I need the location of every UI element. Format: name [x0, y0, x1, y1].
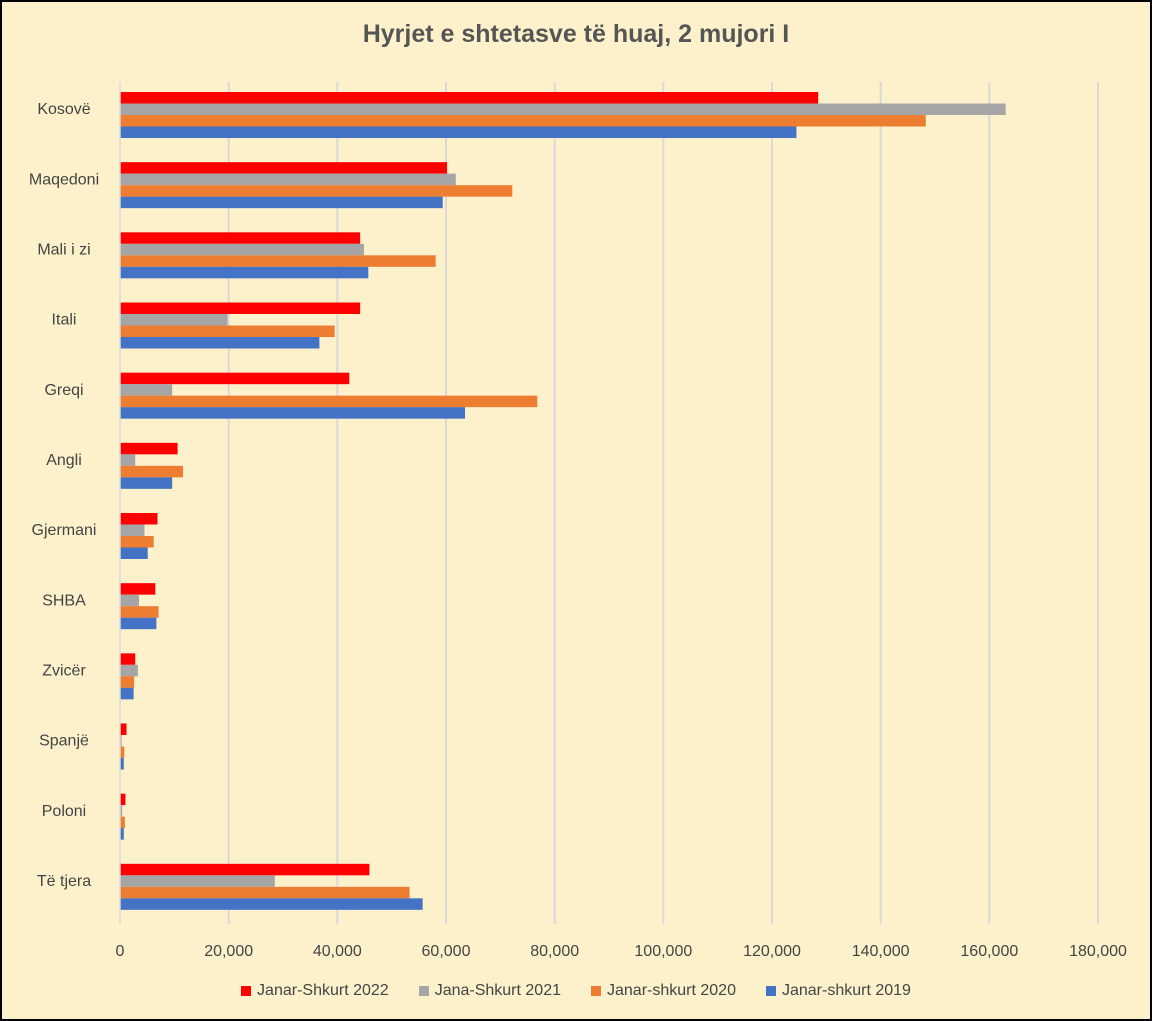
bar — [120, 185, 513, 197]
bar — [120, 606, 159, 618]
legend-swatch — [418, 986, 429, 996]
legend-item: Janar-shkurt 2020 — [591, 982, 736, 1000]
bar — [120, 465, 184, 478]
x-tick-label: 140,000 — [852, 943, 910, 960]
category-label: Gjermani — [32, 522, 97, 539]
bar — [120, 735, 122, 747]
legend-label: Jana-Shkurt 2021 — [434, 982, 561, 999]
bar — [120, 442, 178, 455]
bar — [120, 243, 364, 256]
category-label: Maqedoni — [29, 171, 99, 188]
x-tick-label: 120,000 — [743, 943, 801, 960]
bar — [120, 875, 275, 887]
bar — [120, 863, 370, 876]
x-tick-label: 20,000 — [204, 943, 253, 960]
bar — [120, 793, 126, 806]
bar — [120, 395, 538, 408]
legend-swatch — [241, 986, 252, 996]
bar — [120, 664, 138, 677]
category-label: Kosovë — [37, 101, 90, 118]
bar — [120, 886, 410, 899]
bar — [120, 337, 320, 349]
bar — [120, 746, 125, 758]
bar — [120, 536, 154, 548]
bar — [120, 384, 173, 396]
bar — [120, 407, 466, 419]
bar — [120, 454, 136, 466]
bar — [120, 676, 135, 688]
x-tick-label: 160,000 — [960, 943, 1018, 960]
category-label: Greqi — [44, 382, 83, 399]
bar — [120, 828, 124, 840]
bar — [120, 92, 819, 104]
bar — [120, 115, 926, 127]
x-tick-label: 180,000 — [1069, 943, 1127, 960]
bar — [120, 302, 361, 314]
bar — [120, 547, 148, 559]
x-tick-label: 40,000 — [313, 943, 362, 960]
bar — [120, 617, 157, 630]
x-tick-label: 100,000 — [634, 943, 692, 960]
bar — [120, 372, 350, 385]
bar — [120, 653, 136, 665]
bar — [120, 325, 335, 337]
category-label: Spanjë — [39, 733, 89, 750]
category-label: Mali i zi — [37, 241, 90, 258]
category-label: Poloni — [42, 803, 86, 820]
bar — [120, 266, 369, 279]
bar — [120, 805, 123, 817]
bar — [120, 162, 448, 174]
bar — [120, 103, 1006, 115]
chart-title: Hyrjet e shtetasve të huaj, 2 mujori I — [362, 20, 790, 48]
legend-label: Janar-Shkurt 2022 — [257, 982, 389, 999]
category-label: SHBA — [42, 592, 86, 609]
x-tick-label: 60,000 — [422, 943, 471, 960]
chart-legend: Janar-Shkurt 2022 Jana-Shkurt 2021 Janar-s… — [2, 982, 1150, 1000]
legend-item: Janar-Shkurt 2022 — [241, 982, 389, 1000]
bar — [120, 758, 124, 770]
bar — [120, 196, 443, 209]
category-label: Të tjera — [37, 873, 91, 890]
bar — [120, 513, 158, 525]
category-label: Itali — [52, 312, 77, 329]
bar — [120, 314, 228, 326]
legend-label: Janar-shkurt 2019 — [781, 982, 911, 999]
x-tick-label: 0 — [116, 943, 125, 960]
legend-swatch — [765, 986, 776, 996]
bar — [120, 255, 436, 267]
category-label: Zvicër — [42, 662, 86, 679]
bar — [120, 583, 156, 595]
legend-swatch — [591, 986, 601, 996]
bar — [120, 687, 134, 700]
legend-item: Jana-Shkurt 2021 — [418, 982, 561, 1000]
bar — [120, 723, 127, 735]
category-label: Angli — [46, 452, 82, 469]
x-tick-label: 80,000 — [530, 943, 579, 960]
legend-label: Janar-shkurt 2020 — [607, 982, 736, 999]
bar — [120, 173, 456, 186]
legend-item: Janar-shkurt 2019 — [765, 982, 911, 1000]
bar — [120, 232, 361, 244]
bar — [120, 898, 423, 910]
bar — [120, 477, 173, 489]
bar — [120, 816, 125, 829]
bar — [120, 594, 140, 607]
bar — [120, 524, 145, 536]
bar — [120, 126, 797, 138]
